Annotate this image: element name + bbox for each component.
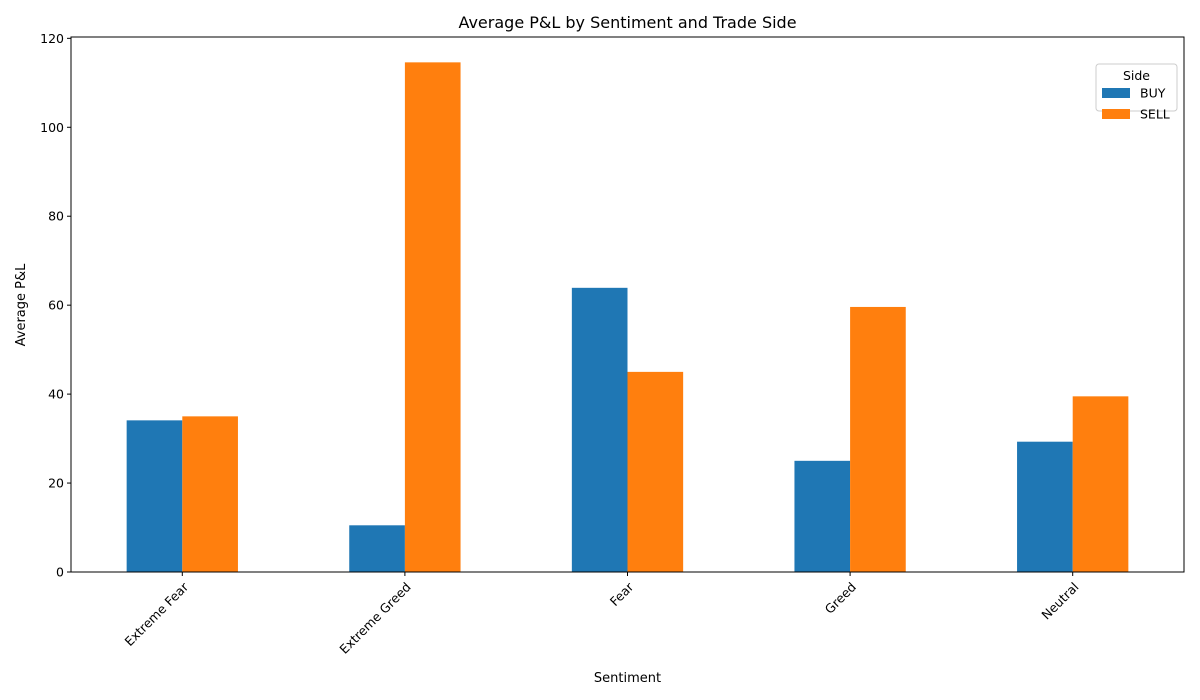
bar-sell-fear (627, 371, 684, 572)
x-tick-label: Neutral (1038, 579, 1081, 622)
x-axis-label: Sentiment (594, 671, 661, 686)
x-tick-label: Fear (607, 579, 637, 609)
legend-title: Side (1123, 68, 1150, 83)
chart-title: Average P&L by Sentiment and Trade Side (458, 13, 796, 32)
x-tick-label: Extreme Fear (121, 579, 191, 649)
y-axis: 0 20 40 60 80 100 120 (40, 31, 71, 580)
legend-box (1095, 63, 1178, 112)
bar-buy-neutral (1017, 441, 1073, 572)
y-tick-label: 80 (48, 209, 64, 224)
bar-sell-greed (850, 306, 906, 572)
bar-buy-extreme-greed (349, 525, 405, 572)
y-tick-label: 40 (48, 387, 64, 402)
bar-sell-extreme-fear (182, 416, 238, 572)
bar-sell-neutral (1072, 396, 1129, 572)
x-axis: Extreme Fear Extreme Greed Fear Greed Neutra… (121, 572, 1082, 657)
bar-buy-extreme-fear (126, 420, 183, 572)
y-tick-label: 0 (56, 565, 64, 580)
legend-label-buy: BUY (1140, 86, 1166, 101)
bar-sell-extreme-greed (404, 62, 461, 573)
x-tick-label: Extreme Greed (336, 579, 413, 656)
bar-buy-greed (794, 460, 851, 572)
y-tick-label: 100 (40, 120, 64, 135)
bar-buy-fear (571, 287, 628, 572)
x-tick-label: Greed (822, 579, 859, 616)
legend-swatch-sell (1102, 109, 1130, 119)
y-tick-label: 60 (48, 298, 64, 313)
y-axis-label: Average P&L (14, 263, 29, 346)
legend: Side BUY SELL (1095, 63, 1178, 122)
legend-label-sell: SELL (1140, 107, 1170, 122)
y-tick-label: 120 (40, 31, 64, 46)
y-tick-label: 20 (48, 476, 64, 491)
legend-swatch-buy (1102, 88, 1130, 98)
plot-area (70, 36, 1185, 573)
